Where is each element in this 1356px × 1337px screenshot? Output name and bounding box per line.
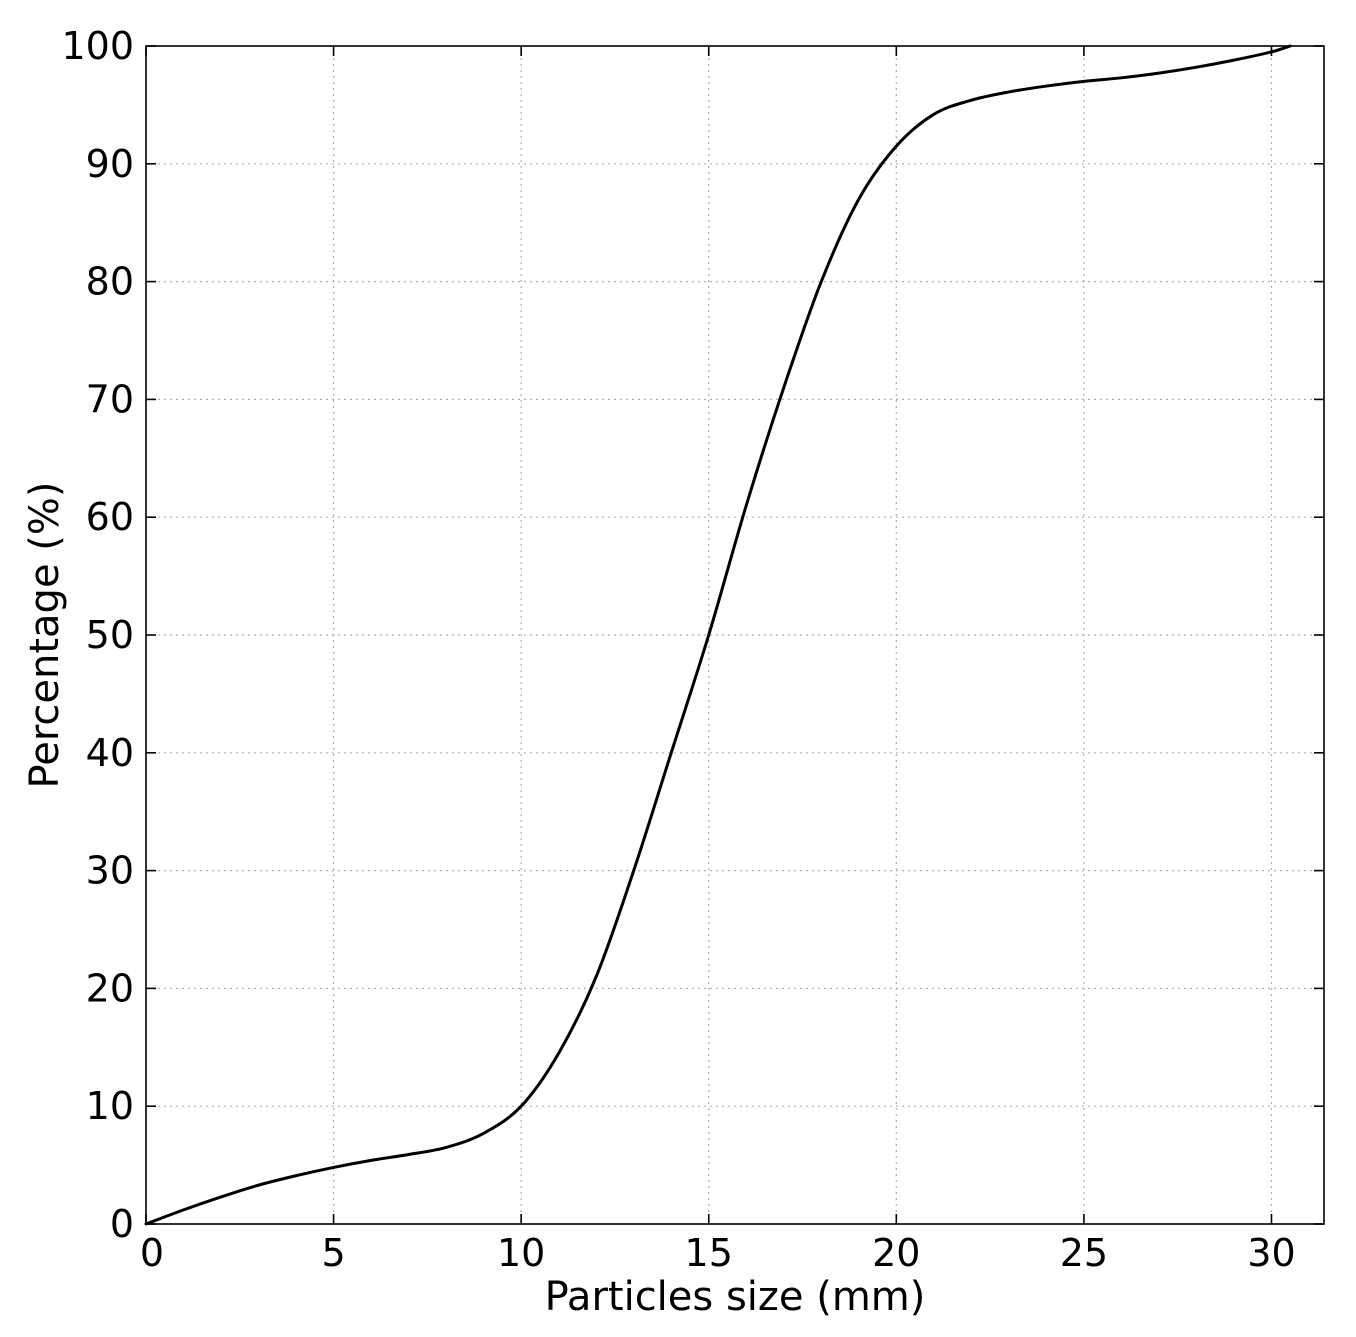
y-tick-label: 50 (86, 613, 134, 657)
x-tick-label: 5 (321, 1231, 345, 1275)
y-tick-label: 20 (86, 966, 134, 1010)
y-tick-label: 40 (86, 731, 134, 775)
x-axis-label: Particles size (mm) (545, 1274, 926, 1320)
y-tick-labels: 0 10 20 30 40 50 60 70 80 90 100 (61, 24, 134, 1246)
x-tick-label: 20 (872, 1231, 920, 1275)
y-tick-label: 100 (61, 24, 134, 68)
y-tick-label: 60 (86, 495, 134, 539)
grid-lines (146, 46, 1324, 1224)
axis-ticks (145, 45, 1324, 1225)
x-tick-label: 0 (140, 1231, 164, 1275)
x-tick-label: 10 (497, 1231, 545, 1275)
y-tick-label: 10 (86, 1084, 134, 1128)
x-tick-label: 15 (685, 1231, 733, 1275)
y-tick-label: 30 (86, 849, 134, 893)
y-axis-label: Percentage (%) (22, 482, 68, 789)
y-tick-label: 90 (86, 142, 134, 186)
y-tick-label: 0 (110, 1202, 134, 1246)
x-tick-labels: 0 5 10 15 20 25 30 (140, 1231, 1296, 1275)
y-tick-label: 80 (86, 260, 134, 304)
series-layer (144, 44, 1292, 1226)
y-tick-label: 70 (86, 377, 134, 421)
x-tick-label: 30 (1247, 1231, 1295, 1275)
series-line (144, 44, 1292, 1226)
x-tick-label: 25 (1060, 1231, 1108, 1275)
